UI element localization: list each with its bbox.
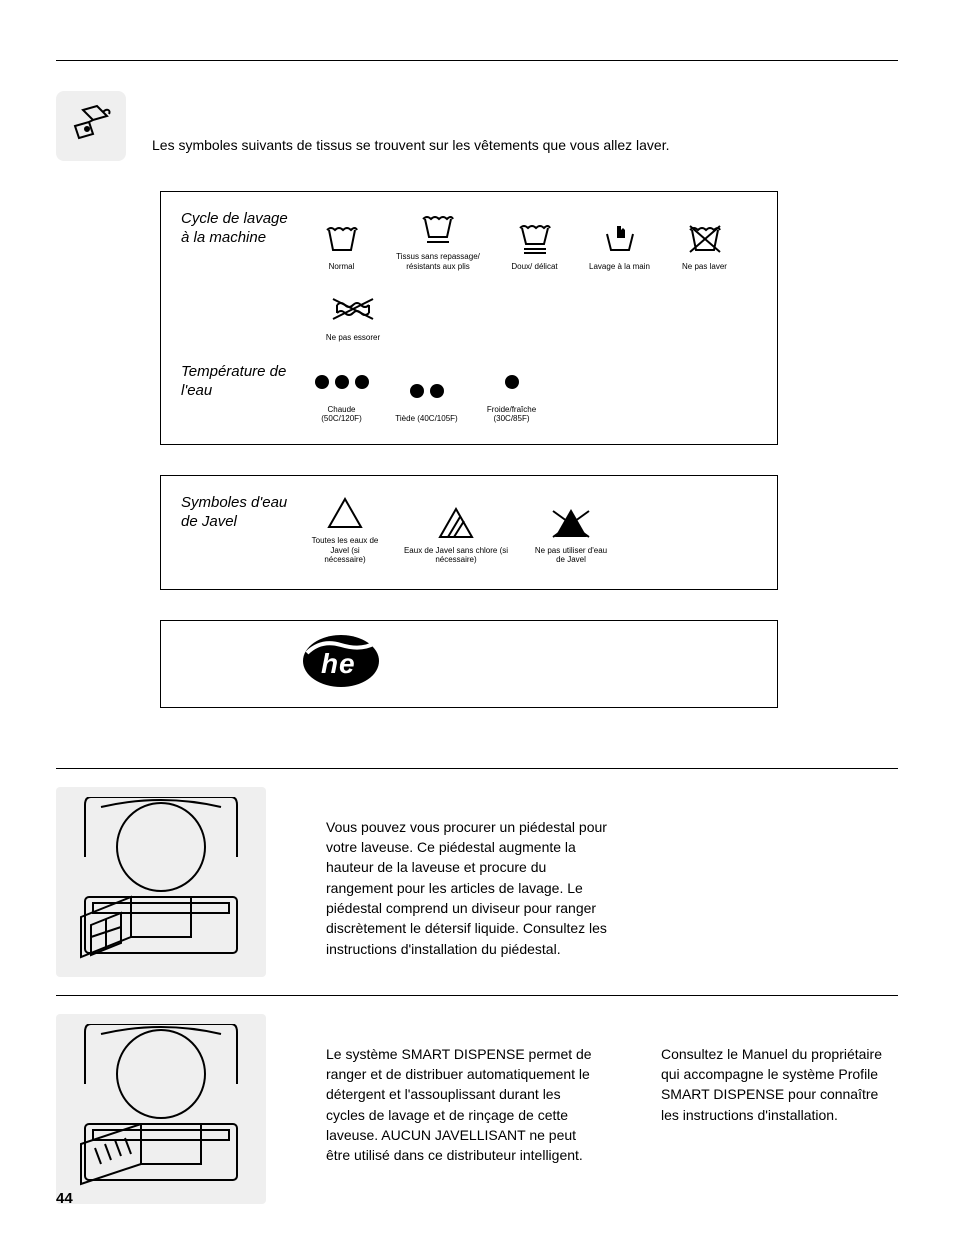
sub-rule	[56, 995, 898, 996]
washtub-hand-icon	[603, 220, 637, 258]
bleach-any: Toutes les eaux de Javel (si nécessaire)	[309, 494, 381, 565]
symbol-label: Froide/fraîche (30C/85F)	[479, 405, 544, 424]
washtub-nowash-icon	[688, 220, 722, 258]
triangle-cross-icon	[551, 504, 591, 542]
symbol-label: Normal	[329, 262, 355, 272]
bleach-symbols-panel: Symboles d'eau de Javel Toutes les eaux …	[160, 475, 778, 590]
temp-hot: Chaude (50C/120F)	[309, 363, 374, 424]
section-rule	[56, 768, 898, 769]
page-number: 44	[56, 1190, 73, 1207]
symbol-label: Ne pas essorer	[326, 333, 380, 343]
symbol-delicate: Doux/ délicat	[502, 210, 567, 271]
triangle-icon	[327, 494, 363, 532]
wash-symbols-list: Normal Tissus sans repassage/ résistants…	[309, 210, 757, 343]
intro-text: Les symboles suivants de tissus se trouv…	[152, 137, 669, 161]
symbol-label: Ne pas utiliser d'eau de Javel	[531, 546, 611, 565]
symbol-handwash: Lavage à la main	[587, 210, 652, 271]
symbol-label: Tissus sans repassage/ résistants aux pl…	[394, 252, 482, 271]
bleach-nonchlorine: Eaux de Javel sans chlore (si nécessaire…	[401, 494, 511, 565]
pedestal-text: Vous pouvez vous procurer un piédestal p…	[326, 787, 616, 959]
temp-warm-icon	[410, 372, 444, 410]
wash-cycle-title: Cycle de lavage à la machine	[181, 210, 291, 248]
water-temp-title: Température de l'eau	[181, 363, 291, 401]
svg-text:e: e	[339, 648, 355, 679]
symbol-normal: Normal	[309, 210, 374, 271]
smartdispense-text2: Consultez le Manuel du propriétaire qui …	[661, 1014, 898, 1125]
intro-row: Les symboles suivants de tissus se trouv…	[56, 91, 898, 161]
symbol-label: Doux/ délicat	[511, 262, 557, 272]
smartdispense-section: Le système SMART DISPENSE permet de rang…	[56, 1014, 898, 1204]
smartdispense-text1: Le système SMART DISPENSE permet de rang…	[326, 1014, 601, 1166]
symbol-label: Eaux de Javel sans chlore (si nécessaire…	[401, 546, 511, 565]
top-rule	[56, 60, 898, 61]
symbol-permpress: Tissus sans repassage/ résistants aux pl…	[394, 210, 482, 271]
care-label-icon	[56, 91, 126, 161]
symbol-label: Tiède (40C/105F)	[395, 414, 457, 424]
symbol-nowash: Ne pas laver	[672, 210, 737, 271]
temp-cold-icon	[505, 363, 519, 401]
washtub-permpress-icon	[421, 210, 455, 248]
he-logo-icon: h e	[301, 633, 381, 694]
symbol-label: Toutes les eaux de Javel (si nécessaire)	[309, 536, 381, 565]
bleach-none: Ne pas utiliser d'eau de Javel	[531, 494, 611, 565]
temp-symbols-list: Chaude (50C/120F) Tiède (40C/105F) Froid…	[309, 363, 544, 424]
bleach-symbols-list: Toutes les eaux de Javel (si nécessaire)…	[309, 494, 611, 565]
smartdispense-illustration	[56, 1014, 266, 1204]
washtub-delicate-icon	[518, 220, 552, 258]
symbol-label: Ne pas laver	[682, 262, 727, 272]
temp-warm: Tiède (40C/105F)	[394, 363, 459, 424]
pedestal-section: Vous pouvez vous procurer un piédestal p…	[56, 787, 898, 977]
symbol-label: Chaude (50C/120F)	[309, 405, 374, 424]
triangle-stripe-icon	[438, 504, 474, 542]
symbol-nowring: Ne pas essorer	[309, 291, 397, 343]
temp-hot-icon	[315, 363, 369, 401]
nowring-icon	[331, 291, 375, 329]
svg-text:h: h	[321, 648, 338, 679]
pedestal-illustration	[56, 787, 266, 977]
he-panel: h e	[160, 620, 778, 708]
bleach-title: Symboles d'eau de Javel	[181, 494, 291, 532]
washtub-normal-icon	[325, 220, 359, 258]
symbol-label: Lavage à la main	[589, 262, 650, 272]
temp-cold: Froide/fraîche (30C/85F)	[479, 363, 544, 424]
wash-symbols-panel: Cycle de lavage à la machine Normal Tiss…	[160, 191, 778, 445]
